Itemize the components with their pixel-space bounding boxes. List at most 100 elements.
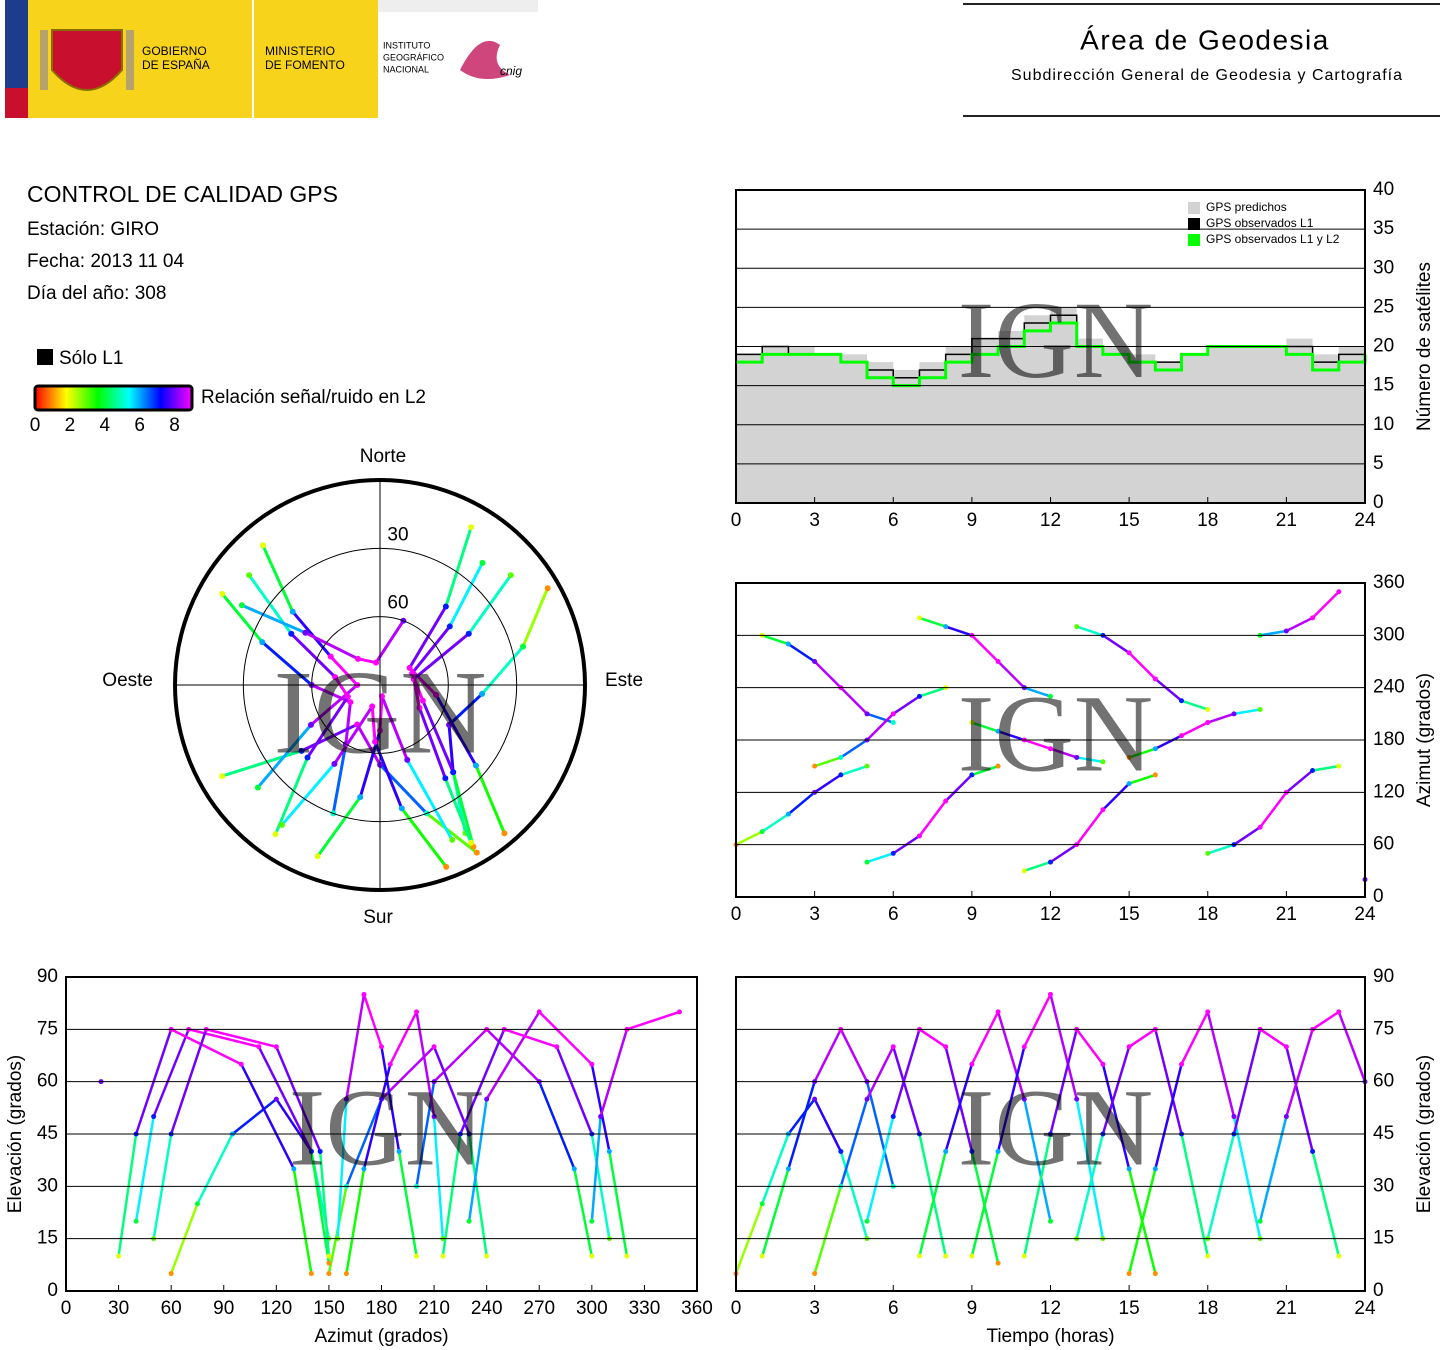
track-segment xyxy=(1101,782,1131,812)
column xyxy=(126,30,134,90)
track-segment xyxy=(521,586,550,649)
track-point xyxy=(864,711,870,717)
x-tick-label: 0 xyxy=(731,904,742,925)
track-point xyxy=(969,1253,975,1259)
track-point xyxy=(1336,763,1342,769)
track-segment xyxy=(1127,1028,1157,1049)
track-point xyxy=(759,1201,765,1207)
track-segment xyxy=(355,722,382,767)
logo-text: MINISTERIO xyxy=(265,44,335,58)
track-segment xyxy=(918,616,947,628)
track-point xyxy=(256,1044,262,1050)
y-tick-label: 60 xyxy=(1373,834,1394,855)
y-tick-label: 120 xyxy=(1373,781,1405,802)
track-point xyxy=(916,1253,922,1259)
track-point xyxy=(624,1253,630,1259)
track-segment xyxy=(260,640,314,687)
track-segment xyxy=(1285,1028,1314,1118)
track-point xyxy=(443,863,450,870)
track-point xyxy=(396,1148,402,1154)
track-point xyxy=(326,1253,332,1259)
track-point xyxy=(273,1044,279,1050)
track-segment xyxy=(865,712,895,724)
track-segment xyxy=(892,1045,921,1136)
track-point xyxy=(465,630,472,637)
track-point xyxy=(838,1148,844,1154)
colorbar-tick: 6 xyxy=(134,415,145,436)
track-segment xyxy=(1180,721,1209,737)
track-point xyxy=(431,1044,437,1050)
x-tick-label: 3 xyxy=(809,904,820,925)
track-segment xyxy=(760,1132,790,1206)
track-segment xyxy=(1075,756,1105,764)
track-point xyxy=(238,602,245,609)
plot-frame xyxy=(735,976,1366,1292)
track-point xyxy=(812,1096,818,1102)
track-point xyxy=(916,615,922,621)
y-tick-label: 60 xyxy=(1373,1071,1394,1092)
track-point xyxy=(372,738,379,745)
x-tick-label: 18 xyxy=(1197,510,1218,531)
track-point xyxy=(273,1096,279,1102)
track-point xyxy=(1048,859,1053,865)
track-point xyxy=(598,1114,604,1120)
track-segment xyxy=(448,561,484,628)
track-point xyxy=(331,760,338,767)
track-segment xyxy=(1049,747,1078,759)
track-segment xyxy=(1127,773,1157,785)
track-point xyxy=(433,691,440,698)
track-point xyxy=(995,1148,1001,1154)
track-point xyxy=(1021,1253,1027,1259)
x-tick-label: 90 xyxy=(213,1298,234,1319)
track-segment xyxy=(421,699,455,774)
track-point xyxy=(332,674,339,681)
track-segment xyxy=(1023,993,1052,1049)
track-segment xyxy=(970,721,1000,733)
header-subtitle: Subdirección General de Geodesia y Carto… xyxy=(1011,67,1403,84)
track-segment xyxy=(467,1097,488,1223)
track-point xyxy=(969,1061,975,1067)
y-tick-label: 360 xyxy=(1373,572,1405,593)
track-segment xyxy=(839,764,869,777)
track-segment xyxy=(441,1132,462,1258)
track-point xyxy=(272,831,279,838)
track-segment xyxy=(1337,1010,1367,1083)
track-segment xyxy=(813,1185,843,1275)
y-tick-label: 90 xyxy=(37,966,58,987)
x-tick-label: 0 xyxy=(731,510,742,531)
track-point xyxy=(317,1148,323,1154)
ring-label: 60 xyxy=(387,593,408,614)
track-point xyxy=(357,794,364,801)
y-tick-label: 20 xyxy=(1373,336,1394,357)
track-point xyxy=(404,756,411,763)
track-point xyxy=(468,839,475,846)
track-segment xyxy=(918,1132,947,1258)
track-segment xyxy=(220,592,264,644)
track-point xyxy=(442,603,449,610)
x-tick-label: 12 xyxy=(1040,904,1061,925)
logo-text: GOBIERNO xyxy=(142,44,207,58)
track-segment xyxy=(996,730,1026,742)
track-segment xyxy=(865,712,895,742)
track-point xyxy=(1179,1061,1185,1067)
track-point xyxy=(943,1044,949,1050)
track-segment xyxy=(813,660,843,689)
ring-label: 30 xyxy=(387,524,408,545)
track-point xyxy=(812,1271,818,1277)
track-segment xyxy=(256,723,313,789)
track-segment xyxy=(289,632,337,679)
track-point xyxy=(343,1096,349,1102)
track-segment xyxy=(1180,1132,1209,1258)
track-segment xyxy=(412,632,471,681)
track-point xyxy=(1126,1044,1132,1050)
track-point xyxy=(361,1166,367,1172)
track-segment xyxy=(996,1010,1026,1101)
track-segment xyxy=(412,677,421,710)
track-segment xyxy=(787,642,816,663)
track-point xyxy=(785,811,791,817)
x-tick-label: 6 xyxy=(888,510,899,531)
track-segment xyxy=(555,1045,594,1136)
x-tick-label: 6 xyxy=(888,1298,899,1319)
track-point xyxy=(1021,868,1027,874)
track-point xyxy=(1100,1061,1106,1067)
